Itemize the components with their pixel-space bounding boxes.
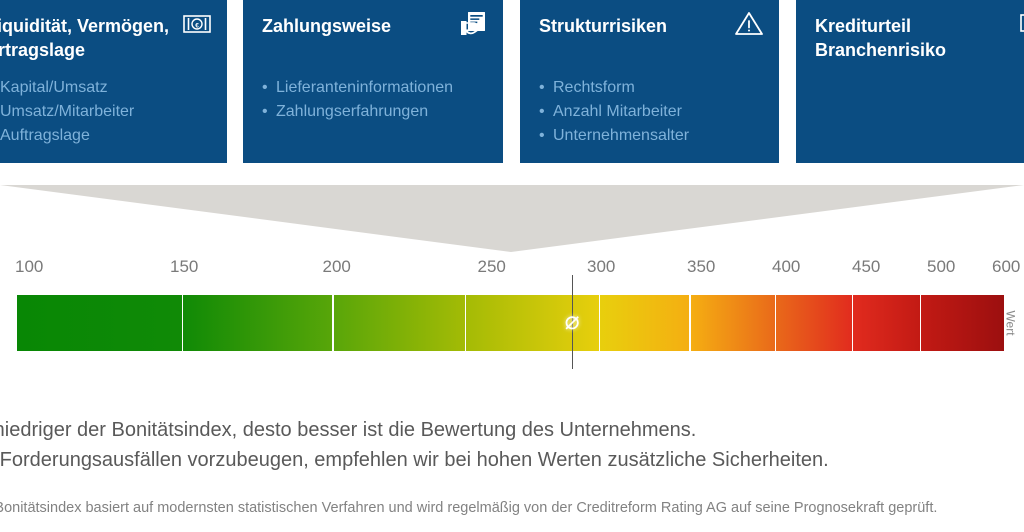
svg-text:€: € [195,22,199,29]
